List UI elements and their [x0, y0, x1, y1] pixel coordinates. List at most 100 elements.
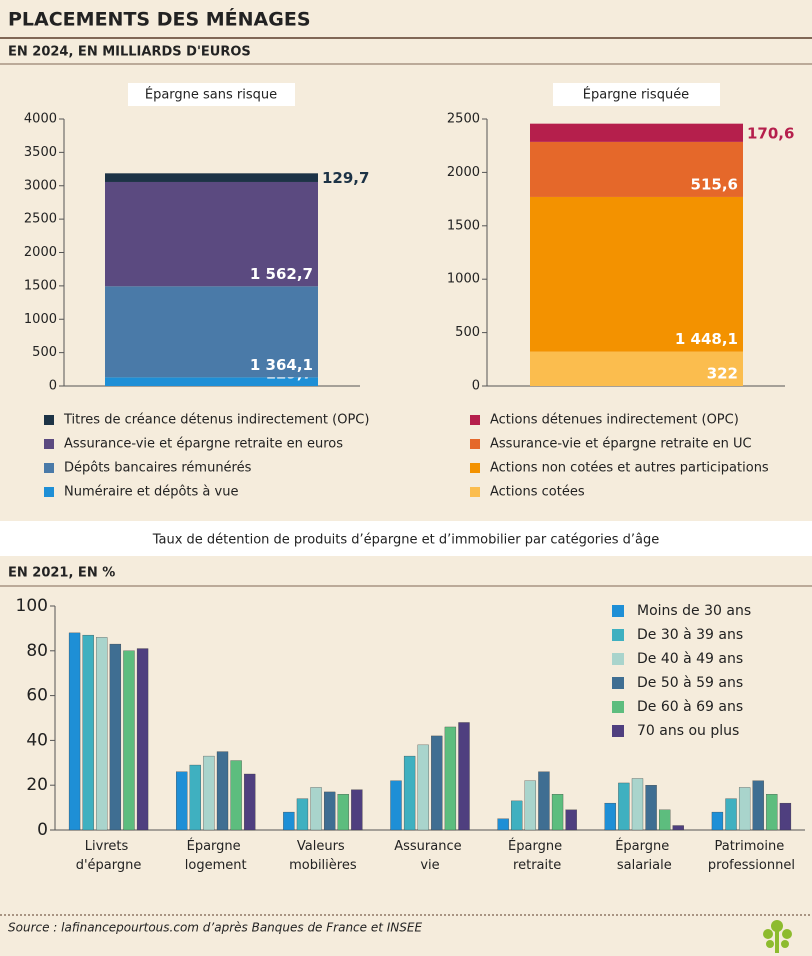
- bar: [779, 802, 792, 831]
- bar: [123, 650, 135, 831]
- y-tick-label: 0: [472, 379, 480, 394]
- bar: [403, 755, 416, 831]
- chart-title-box: [128, 83, 295, 106]
- bar: [444, 726, 457, 831]
- y-tick-label: 20: [26, 775, 48, 795]
- y-tick-label: 3500: [24, 145, 57, 160]
- bar: [68, 632, 81, 831]
- legend-label: De 30 à 39 ans: [637, 627, 743, 643]
- legend-label: Assurance-vie et épargne retraite en UC: [490, 437, 752, 452]
- data-label: 1 562,7: [250, 265, 313, 283]
- data-label: 1 448,1: [675, 330, 738, 348]
- y-tick-label: 3000: [24, 178, 57, 193]
- bar-segment: [105, 173, 318, 182]
- y-tick-label: 0: [49, 379, 57, 394]
- data-label: 1 364,1: [250, 356, 313, 374]
- bar: [417, 744, 429, 831]
- legend-label: Actions cotées: [490, 485, 585, 500]
- bar-segment: [530, 196, 743, 352]
- bar-segment: [530, 351, 743, 386]
- bar-segment: [105, 377, 318, 386]
- y-tick-label: 4000: [24, 112, 57, 127]
- legend-swatch: [44, 463, 54, 473]
- bar: [645, 785, 657, 831]
- x-tick-label: Épargne salariale: [615, 838, 673, 873]
- legend-label: Actions non cotées et autres participati…: [490, 461, 769, 476]
- bar: [524, 780, 536, 831]
- bar: [96, 637, 108, 831]
- bar: [351, 789, 363, 831]
- page-title: PLACEMENTS DES MÉNAGES: [8, 8, 311, 31]
- y-tick-label: 1500: [447, 218, 480, 233]
- bar: [538, 771, 550, 831]
- bar: [725, 798, 737, 831]
- y-tick-label: 2000: [24, 245, 57, 260]
- y-tick-label: 40: [26, 730, 48, 750]
- legend-label: De 40 à 49 ans: [637, 651, 743, 667]
- legend-swatch: [612, 677, 624, 689]
- bar: [551, 794, 564, 831]
- y-tick-label: 0: [37, 820, 48, 840]
- legend-swatch: [612, 725, 624, 737]
- y-tick-label: 500: [32, 345, 57, 360]
- chart-title: Taux de détention de produits d’épargne …: [152, 533, 660, 548]
- legend-label: Numéraire et dépôts à vue: [64, 485, 238, 500]
- bar: [711, 811, 724, 831]
- bar-segment: [530, 141, 743, 197]
- bar-segment: [105, 286, 318, 378]
- bar: [738, 787, 751, 831]
- chart-title-box: [553, 83, 720, 106]
- y-tick-label: 2500: [24, 212, 57, 227]
- bar: [618, 782, 630, 831]
- y-tick-label: 100: [16, 596, 48, 616]
- bar: [604, 802, 616, 831]
- legend-swatch: [470, 487, 480, 497]
- source: Source : lafinancepourtous.com d’après B…: [8, 921, 422, 935]
- bar: [565, 809, 577, 831]
- legend-swatch: [44, 487, 54, 497]
- bar: [283, 811, 295, 831]
- chart-title: Épargne risquée: [583, 87, 689, 103]
- bar: [766, 794, 778, 831]
- x-tick-label: Patrimoine professionnel: [708, 839, 795, 873]
- bar-segment: [105, 181, 318, 287]
- bar: [230, 760, 242, 831]
- legend-label: Assurance-vie et épargne retraite en eur…: [64, 437, 343, 452]
- bar: [82, 634, 94, 831]
- legend-swatch: [612, 629, 624, 641]
- x-tick-label: Épargne retraite: [508, 838, 566, 873]
- bar-segment: [530, 123, 743, 142]
- y-tick-label: 1000: [447, 272, 480, 287]
- legend-label: Moins de 30 ans: [637, 603, 751, 619]
- legend-swatch: [44, 415, 54, 425]
- y-tick-label: 60: [26, 686, 48, 706]
- chart-subtitle: EN 2021, EN %: [8, 566, 115, 581]
- legend-label: Actions détenues indirectement (OPC): [490, 413, 739, 428]
- data-label: 170,6: [747, 124, 794, 142]
- band: [0, 521, 812, 556]
- legend-label: De 60 à 69 ans: [637, 699, 743, 715]
- bar: [109, 643, 122, 831]
- legend-label: 70 ans ou plus: [637, 723, 739, 739]
- y-tick-label: 1000: [24, 312, 57, 327]
- legend-swatch: [612, 605, 624, 617]
- bar: [390, 780, 402, 831]
- bar: [631, 778, 644, 831]
- y-tick-label: 500: [455, 325, 480, 340]
- bar: [497, 818, 509, 831]
- bar: [136, 648, 149, 831]
- chart-title: Épargne sans risque: [145, 87, 277, 103]
- legend-label: De 50 à 59 ans: [637, 675, 743, 691]
- x-tick-label: Livrets d'épargne: [76, 839, 142, 873]
- bar: [458, 722, 470, 831]
- legend-label: Titres de créance détenus indirectement …: [63, 413, 369, 428]
- bar: [431, 735, 443, 831]
- legend-swatch: [44, 439, 54, 449]
- y-tick-label: 1500: [24, 278, 57, 293]
- legend-swatch: [470, 439, 480, 449]
- bar: [244, 773, 256, 831]
- legend-swatch: [470, 463, 480, 473]
- legend-swatch: [612, 701, 624, 713]
- bar: [176, 771, 188, 831]
